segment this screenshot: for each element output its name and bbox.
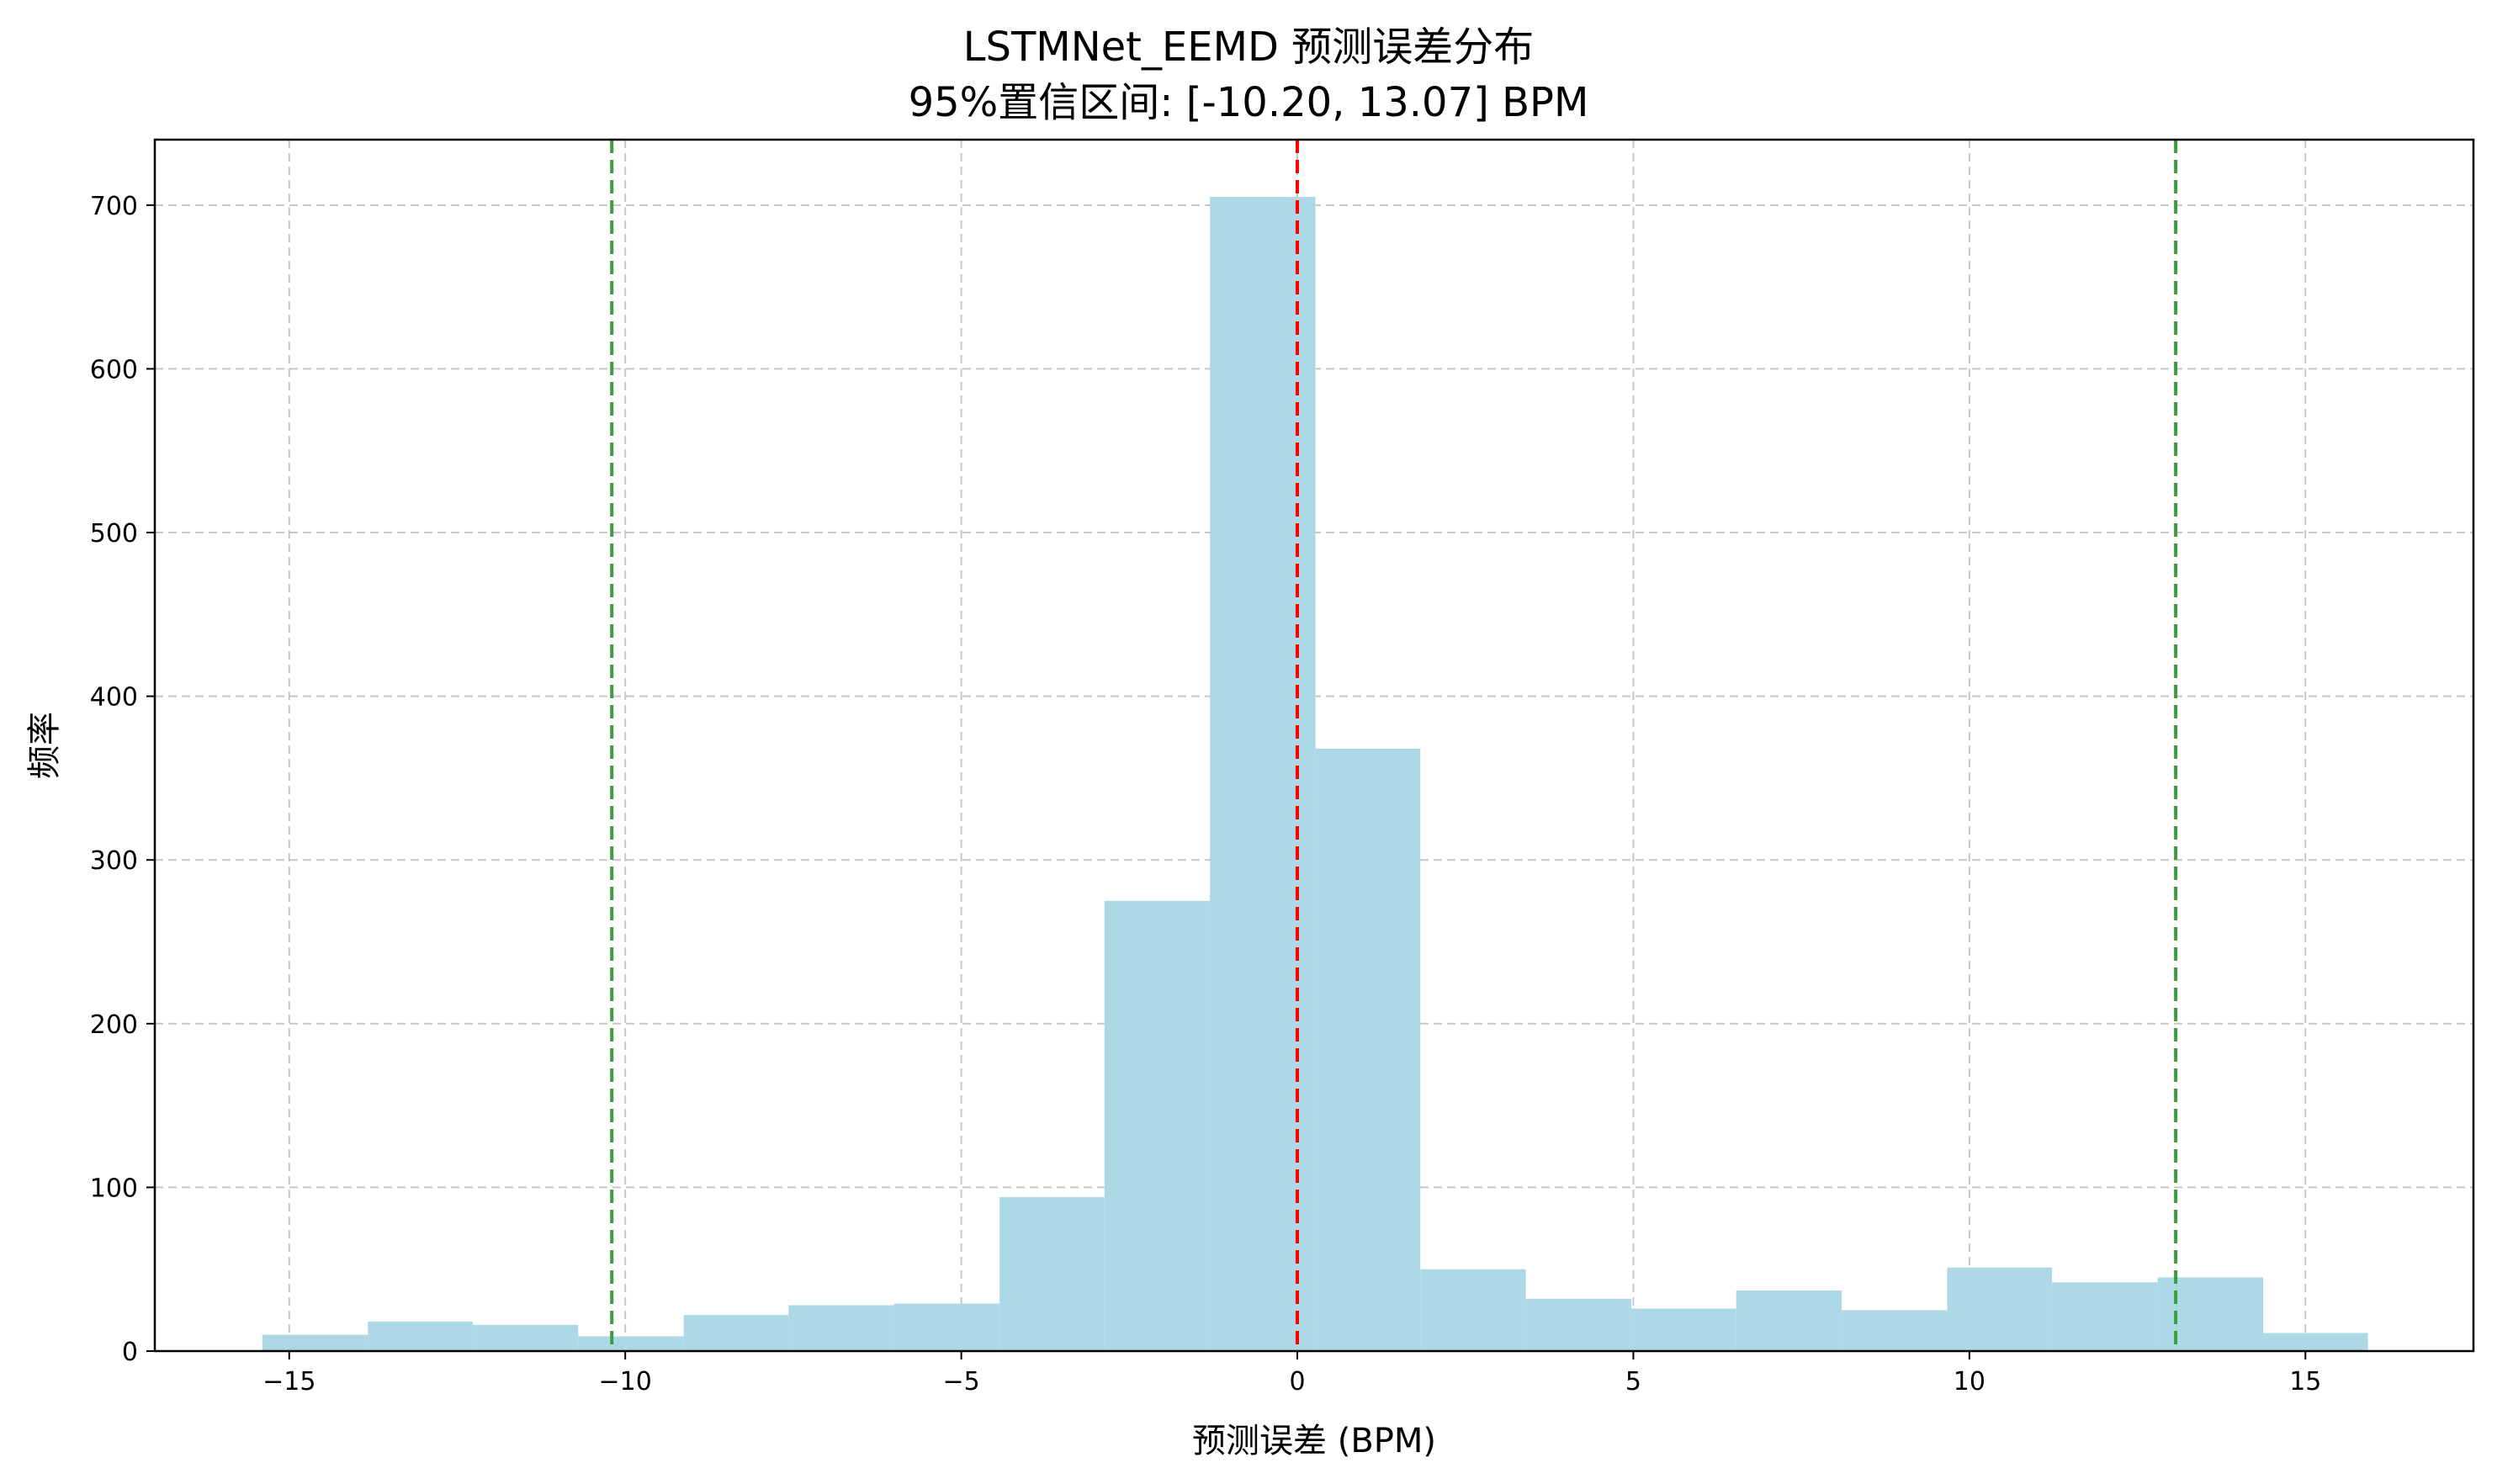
histogram-bar bbox=[1525, 1298, 1632, 1351]
reference-lines-layer bbox=[610, 140, 2178, 1351]
chart-title: LSTMNet_EEMD 预测误差分布 bbox=[963, 24, 1535, 71]
histogram-bar bbox=[1104, 900, 1211, 1351]
histogram-bar bbox=[472, 1324, 579, 1351]
histogram-bar bbox=[1631, 1308, 1736, 1351]
y-axis-label: 频率 bbox=[25, 712, 64, 779]
x-tick-label: −15 bbox=[262, 1367, 315, 1397]
histogram-bar bbox=[1947, 1267, 2053, 1351]
histogram-bar bbox=[1315, 748, 1421, 1351]
histogram-bar bbox=[683, 1315, 789, 1351]
plot-frame bbox=[153, 138, 2475, 1353]
x-tick-label: 5 bbox=[1625, 1367, 1641, 1397]
histogram-bar bbox=[262, 1334, 368, 1351]
x-axis-label: 预测误差 (BPM) bbox=[1192, 1422, 1436, 1460]
histogram-bar bbox=[1736, 1291, 1842, 1351]
y-tick-label: 600 bbox=[90, 355, 138, 384]
chart-subtitle: 95%置信区间: [-10.20, 13.07] BPM bbox=[909, 79, 1589, 126]
bars-layer bbox=[262, 197, 2368, 1351]
histogram-bar bbox=[1842, 1310, 1948, 1351]
histogram-bar bbox=[788, 1305, 894, 1351]
y-tick-label: 100 bbox=[90, 1174, 138, 1203]
x-tick-label: 15 bbox=[2289, 1367, 2321, 1397]
x-tick-label: 10 bbox=[1954, 1367, 1985, 1397]
x-tick-label: −10 bbox=[599, 1367, 652, 1397]
histogram-bar bbox=[999, 1197, 1105, 1351]
x-tick-label: −5 bbox=[942, 1367, 979, 1397]
y-tick-label: 200 bbox=[90, 1010, 138, 1040]
y-tick-label: 400 bbox=[90, 683, 138, 713]
histogram-bar bbox=[2157, 1277, 2263, 1351]
histogram-bar bbox=[368, 1321, 473, 1351]
histogram-bar bbox=[1210, 197, 1316, 1351]
histogram-bar bbox=[2052, 1282, 2158, 1351]
x-axis-ticks: −15 −10 −5 0 5 10 15 bbox=[262, 1351, 2321, 1397]
y-tick-label: 0 bbox=[122, 1338, 138, 1367]
y-tick-label: 700 bbox=[90, 192, 138, 221]
histogram-bar bbox=[893, 1303, 1000, 1351]
histogram-bar bbox=[578, 1336, 684, 1351]
x-tick-label: 0 bbox=[1289, 1367, 1305, 1397]
histogram-bar bbox=[2262, 1333, 2368, 1351]
histogram-bar bbox=[1420, 1269, 1526, 1351]
y-tick-label: 500 bbox=[90, 519, 138, 549]
y-axis-ticks: 0 100 200 300 400 500 600 700 bbox=[90, 192, 155, 1367]
y-tick-label: 300 bbox=[90, 846, 138, 876]
